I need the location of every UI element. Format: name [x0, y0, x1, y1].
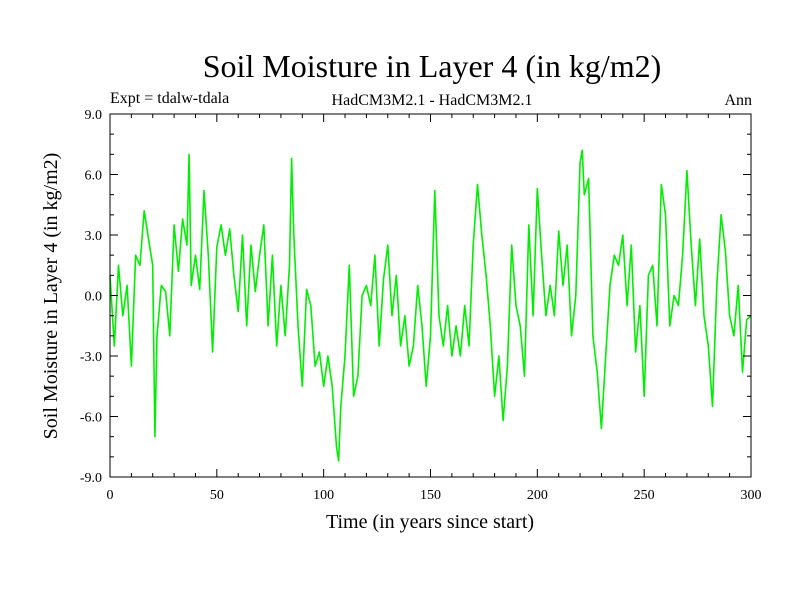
x-axis-label: Time (in years since start) [326, 511, 534, 533]
y-tick-label: -9.0 [80, 471, 102, 486]
chart-title: Soil Moisture in Layer 4 (in kg/m2) [203, 48, 662, 84]
y-tick-label: 9.0 [85, 108, 103, 123]
x-tick-label: 200 [527, 488, 548, 503]
series-line-0 [109, 149, 752, 462]
y-axis-label: Soil Moisture in Layer 4 (in kg/m2) [40, 153, 62, 440]
model-label: HadCM3M2.1 - HadCM3M2.1 [332, 92, 533, 109]
y-tick-label: 3.0 [85, 229, 103, 244]
x-tick-label: 250 [634, 488, 655, 503]
y-tick-label: 0.0 [85, 290, 103, 305]
x-tick-label: 100 [313, 488, 334, 503]
experiment-label: Expt = tdalw-tdala [110, 90, 229, 107]
ticks: 0 50 100 150 200 250 300 -9.0 -6.0 -3.0 0.0 3.0 6.0 9… [80, 108, 762, 503]
x-tick-label: 150 [420, 488, 441, 503]
y-tick-label: -3.0 [80, 350, 102, 365]
plot-frame [109, 113, 752, 478]
x-tick-label: 300 [741, 488, 762, 503]
y-tick-label: 6.0 [85, 169, 103, 184]
plot-area [109, 149, 752, 462]
period-label: Ann [724, 92, 752, 109]
x-tick-label: 0 [107, 488, 114, 503]
y-tick-label: -6.0 [80, 411, 102, 426]
x-tick-label: 50 [210, 488, 224, 503]
